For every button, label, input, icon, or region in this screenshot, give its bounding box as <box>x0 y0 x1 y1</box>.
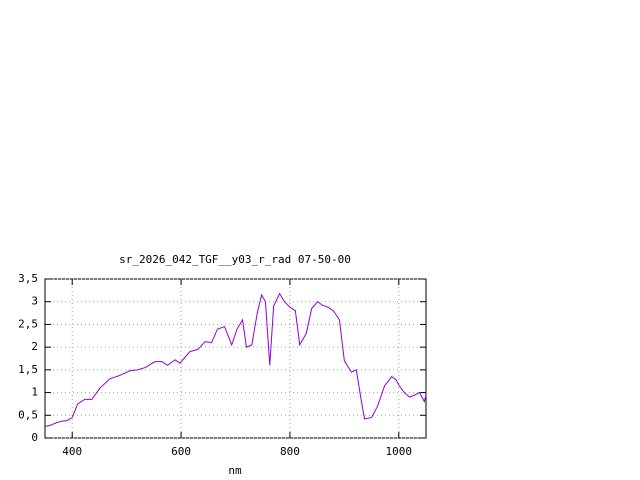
x-axis-label: nm <box>228 464 242 477</box>
data-line <box>44 292 427 428</box>
plot-frame <box>44 278 427 439</box>
y-tick-label: 3 <box>31 295 38 308</box>
y-tick-label: 1 <box>31 386 38 399</box>
chart-title: sr_2026_042_TGF__y03_r_rad 07-50-00 <box>119 253 351 266</box>
y-tick-label: 2,5 <box>18 317 38 330</box>
x-tick-label: 800 <box>280 445 300 458</box>
y-tick-label: 3,5 <box>18 272 38 285</box>
y-tick-label: 2 <box>31 340 38 353</box>
y-tick-label: 0,5 <box>18 408 38 421</box>
x-tick-label: 400 <box>62 445 82 458</box>
x-tick-label: 1000 <box>386 445 413 458</box>
x-tick-label: 600 <box>171 445 191 458</box>
y-tick-label: 0 <box>31 431 38 444</box>
y-tick-label: 1,5 <box>18 363 38 376</box>
